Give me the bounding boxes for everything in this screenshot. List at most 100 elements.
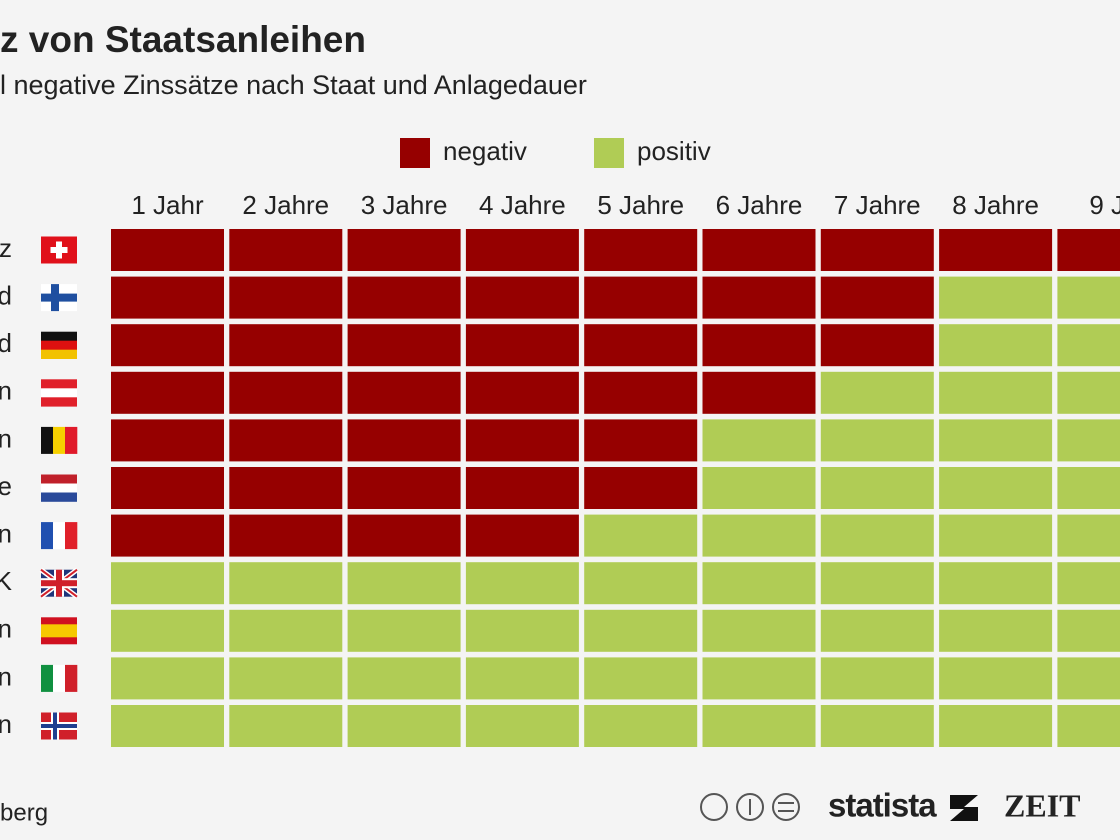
flag-part: [41, 388, 77, 398]
chart-subtitle: l negative Zinssätze nach Staat und Anla…: [0, 70, 587, 100]
row-label: d: [0, 280, 12, 310]
column-label: 3 Jahre: [361, 190, 448, 220]
row-label: d: [0, 328, 12, 358]
cell: [229, 609, 343, 652]
cell: [702, 229, 816, 271]
flag-part: [65, 522, 78, 550]
cell: [820, 324, 934, 367]
cell: [1057, 276, 1120, 319]
cell: [939, 324, 1053, 367]
flag: [41, 617, 77, 645]
cell: [1057, 419, 1120, 462]
cell: [465, 514, 579, 557]
cell: [584, 276, 698, 319]
cell: [347, 657, 461, 700]
cell: [702, 324, 816, 367]
cell: [111, 657, 224, 700]
cell: [347, 419, 461, 462]
cell: [584, 609, 698, 652]
flag-part: [41, 580, 77, 587]
column-label: 9 Ja: [1089, 190, 1120, 220]
cell: [820, 705, 934, 747]
row-label: n: [0, 614, 12, 644]
column-label: 6 Jahre: [716, 190, 803, 220]
column-label: 5 Jahre: [597, 190, 684, 220]
flag: [41, 284, 77, 312]
cell: [229, 419, 343, 462]
cell: [347, 562, 461, 605]
cell: [584, 467, 698, 509]
flag-part: [41, 379, 77, 389]
cell: [1057, 467, 1120, 509]
cell: [939, 609, 1053, 652]
cell: [465, 419, 579, 462]
cell: [820, 609, 934, 652]
legend-label: negativ: [443, 136, 527, 166]
cell: [702, 276, 816, 319]
flag-part: [65, 426, 78, 454]
cell: [111, 229, 224, 271]
legend-swatch: [594, 138, 624, 168]
flag-part: [41, 522, 54, 550]
cell: [939, 657, 1053, 700]
cell: [347, 276, 461, 319]
cell: [584, 229, 698, 271]
flag-part: [41, 293, 77, 302]
flag: [41, 379, 77, 407]
cell: [1057, 705, 1120, 747]
cell: [347, 705, 461, 747]
cell: [1057, 609, 1120, 652]
cell: [229, 562, 343, 605]
statista-logo: statista: [828, 787, 937, 824]
row-label: e: [0, 471, 12, 501]
cell: [820, 276, 934, 319]
cell: [939, 562, 1053, 605]
cell: [702, 562, 816, 605]
flag-part: [41, 349, 77, 359]
flag-part: [53, 522, 66, 550]
cell: [111, 276, 224, 319]
cell: [702, 705, 816, 747]
row-label: n: [0, 661, 12, 691]
cell: [820, 371, 934, 414]
cell: [465, 562, 579, 605]
source: berg: [0, 799, 48, 826]
cell: [111, 562, 224, 605]
cell: [939, 371, 1053, 414]
cell: [1057, 229, 1120, 271]
cell: [465, 276, 579, 319]
partner-logo: ZEIT: [1004, 787, 1080, 823]
cell: [702, 467, 816, 509]
flag: [41, 426, 78, 454]
cell: [939, 419, 1053, 462]
flag-part: [41, 492, 77, 502]
flag-part: [41, 624, 77, 638]
row-label: K: [0, 566, 13, 596]
cell: [584, 562, 698, 605]
cell: [111, 371, 224, 414]
cell: [111, 705, 224, 747]
cell: [702, 609, 816, 652]
flag-part: [41, 664, 54, 692]
column-label: 1 Jahr: [131, 190, 204, 220]
cell: [229, 467, 343, 509]
cell: [939, 276, 1053, 319]
cell: [465, 324, 579, 367]
flag-part: [41, 331, 77, 341]
legend-swatch: [400, 138, 430, 168]
cell: [229, 324, 343, 367]
flag-part: [53, 426, 66, 454]
legend-label: positiv: [637, 136, 711, 166]
cell: [584, 657, 698, 700]
chart-title: z von Staatsanleihen: [0, 19, 366, 60]
cell: [702, 657, 816, 700]
cell: [939, 229, 1053, 271]
flag-part: [41, 483, 77, 493]
cell: [465, 657, 579, 700]
cell: [584, 324, 698, 367]
flag: [41, 236, 77, 264]
cell: [229, 705, 343, 747]
cell: [465, 371, 579, 414]
cell: [347, 229, 461, 271]
cell: [347, 609, 461, 652]
